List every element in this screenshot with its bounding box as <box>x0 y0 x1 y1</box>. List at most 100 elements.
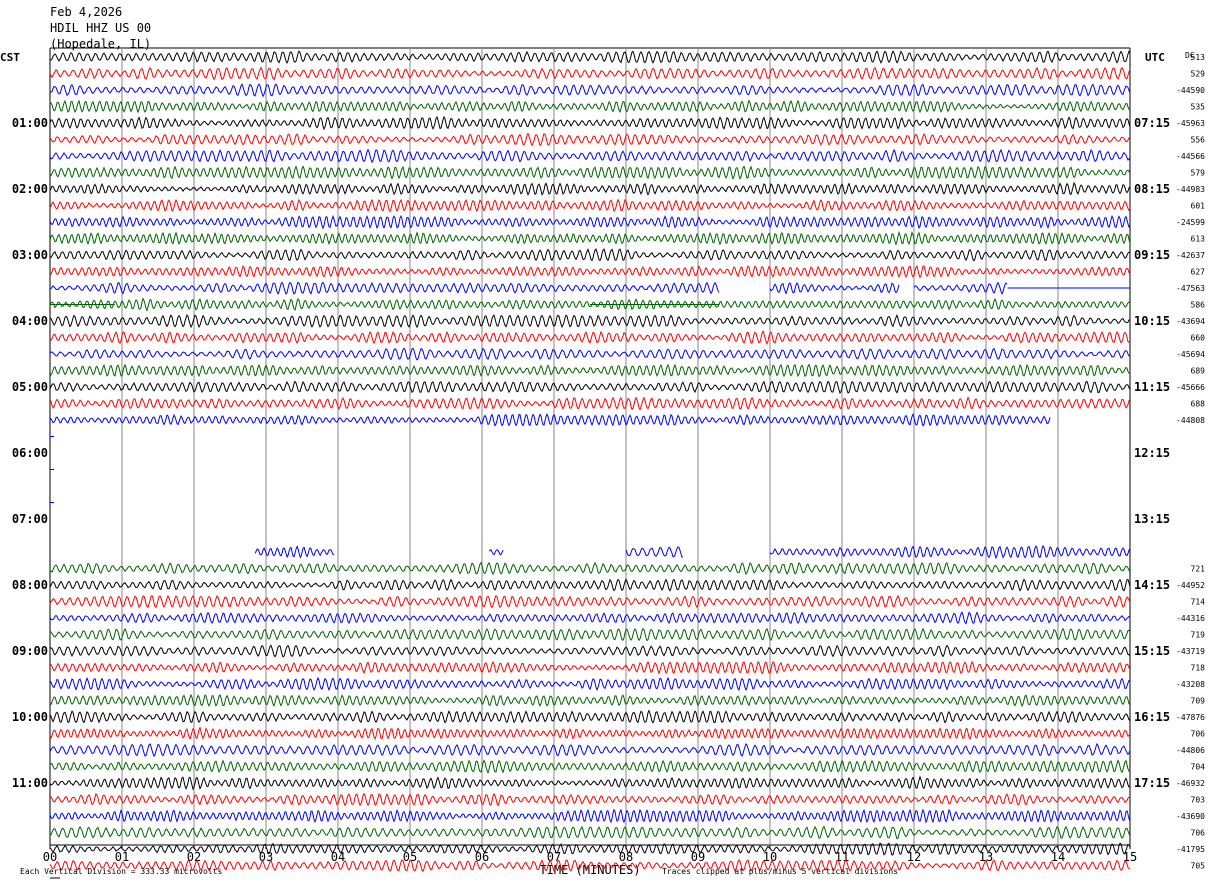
seismic-trace <box>49 99 1131 114</box>
dc-offset-label: 714 <box>1191 598 1206 607</box>
x-tick-label: 00 <box>43 850 57 864</box>
date-label: Feb 4,2026 <box>50 5 123 19</box>
seismic-trace <box>49 594 1131 609</box>
seismic-trace <box>49 644 1131 658</box>
x-tick-label: 05 <box>403 850 417 864</box>
dc-offset-label: 688 <box>1191 400 1206 409</box>
dc-offset-label: -43719 <box>1176 647 1205 656</box>
seismic-trace <box>49 148 1131 164</box>
seismic-trace <box>49 660 1131 675</box>
seismic-trace <box>49 380 1131 395</box>
seismic-trace <box>49 561 1131 576</box>
cst-hour-label: 02:00 <box>12 182 48 196</box>
cst-hour-label: 04:00 <box>12 314 48 328</box>
seismic-trace <box>49 412 1051 427</box>
seismic-trace <box>49 825 1131 840</box>
seismic-trace <box>49 627 1131 642</box>
seismic-trace <box>49 792 1131 807</box>
seismic-trace <box>49 165 1131 180</box>
dc-offset-label: 613 <box>1191 235 1206 244</box>
cst-hour-label: 10:00 <box>12 710 48 724</box>
seismic-trace <box>49 775 1131 791</box>
dc-offset-label: -42637 <box>1176 251 1205 260</box>
dc-offset-label: 719 <box>1191 631 1206 640</box>
utc-hour-label: 12:15 <box>1134 446 1170 460</box>
seismic-trace <box>49 83 1131 98</box>
dc-offset-label: 703 <box>1191 796 1206 805</box>
seismic-trace <box>49 363 1131 378</box>
seismic-trace <box>49 132 1131 147</box>
seismic-trace <box>625 546 684 558</box>
cst-hour-label: 03:00 <box>12 248 48 262</box>
seismic-trace <box>49 66 1131 81</box>
dc-offset-label: 556 <box>1191 136 1206 145</box>
dc-offset-label: -47876 <box>1176 713 1205 722</box>
seismic-trace <box>49 842 1131 856</box>
cst-hour-label: 06:00 <box>12 446 48 460</box>
seismic-trace <box>49 329 1131 345</box>
seismic-trace <box>769 281 900 295</box>
footer-vertical-division: Each Vertical Division = 333.33 microvol… <box>20 867 222 876</box>
seismic-trace <box>913 281 1008 296</box>
dc-offset-label: -45963 <box>1176 119 1205 128</box>
dc-offset-label: 601 <box>1191 202 1206 211</box>
cst-hour-label: 08:00 <box>12 578 48 592</box>
seismic-trace <box>49 759 1131 775</box>
dc-offset-label: -44316 <box>1176 614 1205 623</box>
dc-offset-label: 627 <box>1191 268 1206 277</box>
utc-hour-label: 09:15 <box>1134 248 1170 262</box>
dc-offset-label: -44983 <box>1176 185 1205 194</box>
dc-offset-label: -47563 <box>1176 284 1205 293</box>
dc-offset-label: 706 <box>1191 829 1206 838</box>
dc-offset-label: -41795 <box>1176 845 1205 854</box>
seismic-trace <box>49 214 1131 230</box>
seismic-trace <box>254 545 335 559</box>
seismic-trace <box>49 347 1131 361</box>
utc-hour-label: 14:15 <box>1134 578 1170 592</box>
dc-offset-label: 529 <box>1191 70 1206 79</box>
x-tick-label: 12 <box>907 850 921 864</box>
x-tick-label: 02 <box>187 850 201 864</box>
cst-hour-label: 01:00 <box>12 116 48 130</box>
dc-offset-label: -45694 <box>1176 350 1205 359</box>
dc-offset-label: -44590 <box>1176 86 1205 95</box>
seismic-trace <box>49 313 1131 329</box>
seismic-trace <box>49 578 1131 592</box>
utc-hour-label: 13:15 <box>1134 512 1170 526</box>
station-label: HDIL HHZ US 00 <box>50 21 152 35</box>
seismic-trace <box>49 859 1131 873</box>
x-tick-label: 08 <box>619 850 633 864</box>
x-tick-label: 15 <box>1123 850 1137 864</box>
footer-clip-note: Traces clipped at plus/minus 5 vertical … <box>662 867 898 876</box>
cst-hour-label: 09:00 <box>12 644 48 658</box>
seismic-trace <box>49 396 1131 411</box>
utc-hour-label: 10:15 <box>1134 314 1170 328</box>
utc-hour-label: 11:15 <box>1134 380 1170 394</box>
seismic-trace <box>49 297 1131 312</box>
dc-offset-label: -45666 <box>1176 383 1205 392</box>
seismic-trace <box>49 247 1131 262</box>
left-axis-label: CST <box>0 51 20 64</box>
seismic-trace <box>49 181 1131 196</box>
dc-offset-label: 535 <box>1191 103 1206 112</box>
seismic-trace <box>49 198 1131 213</box>
dc-offset-label: -43208 <box>1176 680 1205 689</box>
seismic-trace <box>49 115 1131 131</box>
dc-label: DC <box>1185 51 1195 60</box>
x-tick-label: 09 <box>691 850 705 864</box>
utc-hour-label: 08:15 <box>1134 182 1170 196</box>
dc-offset-label: 721 <box>1191 565 1206 574</box>
dc-offset-label: 513 <box>1191 53 1206 62</box>
dc-offset-label: 586 <box>1191 301 1206 310</box>
seismic-trace <box>49 742 1131 758</box>
utc-hour-label: 07:15 <box>1134 116 1170 130</box>
seismic-trace <box>49 265 1131 279</box>
dc-offset-label: -44566 <box>1176 152 1205 161</box>
dc-offset-label: 705 <box>1191 862 1206 871</box>
dc-offset-label: -44952 <box>1176 581 1205 590</box>
x-tick-label: 13 <box>979 850 993 864</box>
seismic-trace <box>49 50 1131 65</box>
seismic-trace <box>49 611 1131 625</box>
seismic-trace <box>49 709 1131 724</box>
seismic-trace <box>769 544 1131 560</box>
